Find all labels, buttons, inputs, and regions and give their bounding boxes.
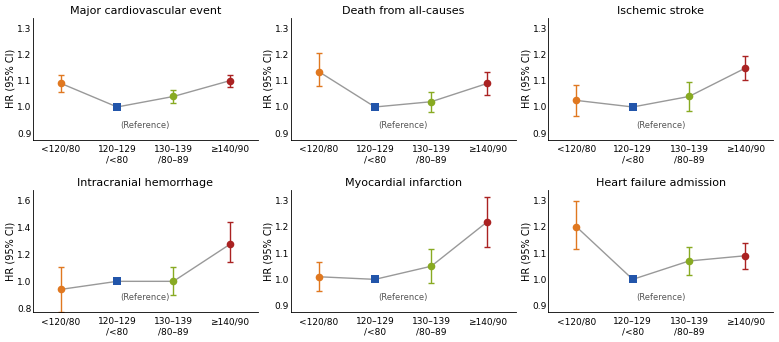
Y-axis label: HR (95% CI): HR (95% CI) <box>521 49 531 108</box>
Y-axis label: HR (95% CI): HR (95% CI) <box>521 222 531 281</box>
Title: Ischemic stroke: Ischemic stroke <box>618 5 704 15</box>
Y-axis label: HR (95% CI): HR (95% CI) <box>5 49 16 108</box>
Text: (Reference): (Reference) <box>379 121 428 130</box>
Title: Death from all-causes: Death from all-causes <box>342 5 464 15</box>
Title: Intracranial hemorrhage: Intracranial hemorrhage <box>77 178 213 188</box>
Text: (Reference): (Reference) <box>379 293 428 302</box>
Text: (Reference): (Reference) <box>121 121 170 130</box>
Text: (Reference): (Reference) <box>636 121 686 130</box>
Title: Myocardial infarction: Myocardial infarction <box>344 178 462 188</box>
Title: Major cardiovascular event: Major cardiovascular event <box>69 5 221 15</box>
Y-axis label: HR (95% CI): HR (95% CI) <box>5 222 16 281</box>
Text: (Reference): (Reference) <box>636 293 686 302</box>
Y-axis label: HR (95% CI): HR (95% CI) <box>263 49 273 108</box>
Y-axis label: HR (95% CI): HR (95% CI) <box>263 222 273 281</box>
Title: Heart failure admission: Heart failure admission <box>596 178 726 188</box>
Text: (Reference): (Reference) <box>121 293 170 302</box>
